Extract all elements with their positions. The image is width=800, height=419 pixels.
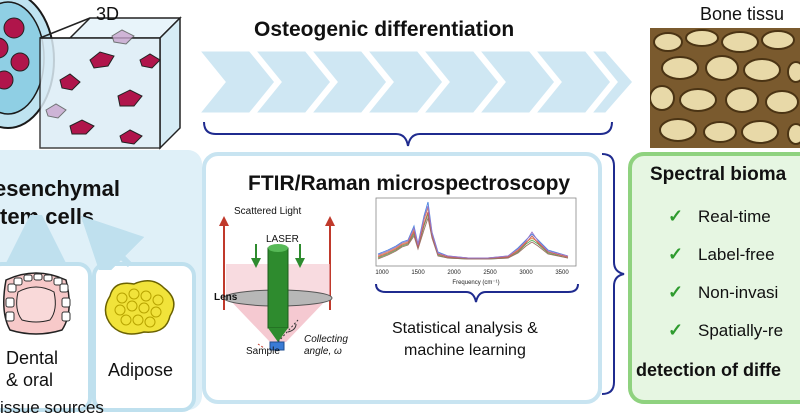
tick-2000: 2000	[447, 270, 461, 276]
sample-icon	[269, 341, 285, 351]
lens-label: Lens	[214, 292, 238, 303]
check-icon: ✓	[668, 206, 684, 226]
biomarker-item-1: Real-time	[698, 207, 771, 226]
tissue-sources-caption: issue sources	[0, 398, 104, 417]
stem-cell-title-line1: esenchymal	[0, 176, 120, 201]
spectrum-brace-icon	[375, 283, 579, 303]
dental-label-line1: Dental	[6, 348, 59, 368]
biomarker-title: Spectral bioma	[650, 164, 787, 185]
check-icon: ✓	[668, 244, 684, 264]
biomarker-item-3: Non-invasi	[698, 283, 779, 302]
spectrum-xlabel: Frequency (cm⁻¹)	[452, 280, 499, 286]
arrow-diagonal-icon	[80, 215, 145, 270]
biomarker-item-4: Spatially-re	[698, 321, 784, 340]
tick-2500: 2500	[483, 270, 497, 276]
tick-3500: 3500	[555, 270, 569, 276]
differentiation-arrow-icon	[198, 50, 636, 116]
biomarker-item-2: Label-free	[698, 245, 775, 264]
bone-tissue-label: Bone tissu	[700, 4, 785, 24]
check-icon: ✓	[668, 282, 684, 302]
label-3d: 3D	[96, 4, 120, 24]
tick-3000: 3000	[519, 270, 533, 276]
adipose-label: Adipose	[108, 360, 174, 380]
spectrum-frame	[375, 197, 577, 267]
collecting-label-line1: Collecting	[304, 334, 348, 345]
source-arrows	[5, 215, 145, 270]
scattered-light-label: Scattered Light	[234, 206, 302, 217]
stats-line1: Statistical analysis &	[392, 320, 538, 337]
check-icon: ✓	[668, 320, 684, 340]
stats-line2: machine learning	[404, 342, 526, 359]
dental-arch-icon	[3, 272, 71, 335]
sample-label: Sample	[246, 346, 280, 357]
osteogenic-title: Osteogenic differentiation	[254, 18, 515, 41]
horizontal-brace-icon	[203, 121, 613, 147]
biomarker-panel	[628, 152, 800, 404]
dental-label-line2: & oral	[6, 370, 54, 390]
bone-tissue-icon	[650, 28, 800, 148]
laser-beam-icon	[267, 247, 289, 329]
collecting-label-line2: angle, ω	[304, 346, 342, 357]
vertical-brace-icon	[601, 153, 625, 395]
tick-1500: 1500	[411, 270, 425, 276]
ftir-title: FTIR/Raman microspectroscopy	[248, 172, 571, 195]
cell-culture-illustration	[0, 0, 182, 150]
spectrum-plot: 1000 1500 2000 2500 3000 3500 Frequency …	[375, 197, 577, 286]
biomarker-footer: detection of diffe	[636, 360, 781, 380]
raman-setup-illustration	[219, 216, 335, 351]
3d-scaffold-cube-icon	[39, 16, 182, 150]
tick-1000: 1000	[375, 270, 389, 276]
laser-label: LASER	[266, 234, 299, 245]
adipose-tissue-icon	[104, 280, 175, 335]
